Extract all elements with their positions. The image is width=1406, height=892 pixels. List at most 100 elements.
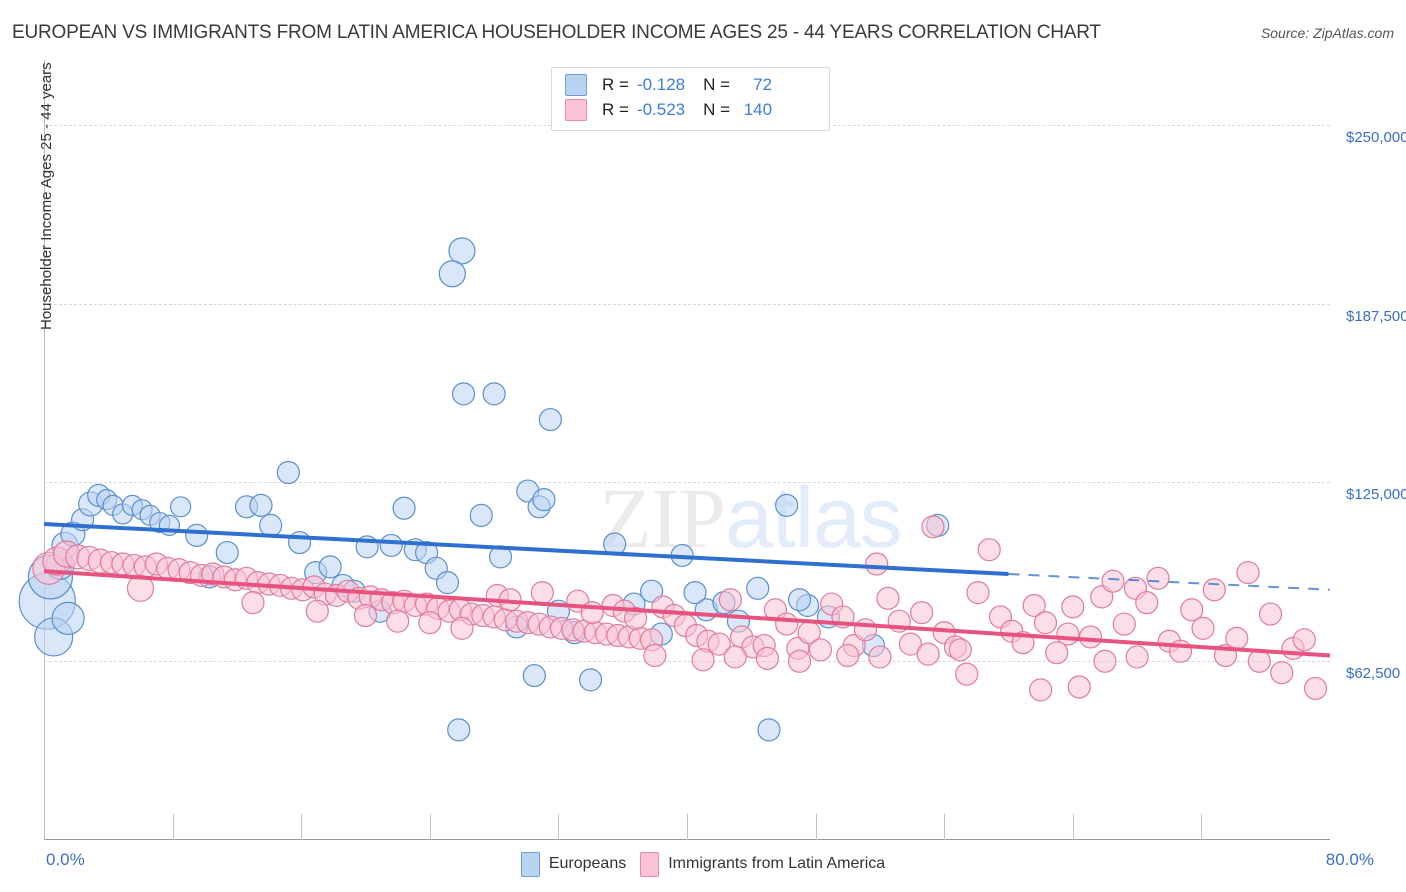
data-point xyxy=(392,496,416,520)
data-point xyxy=(318,555,342,579)
data-point xyxy=(1061,595,1085,619)
data-point xyxy=(853,618,878,642)
data-point xyxy=(775,493,799,517)
data-point xyxy=(787,649,812,673)
gridline xyxy=(44,661,1330,663)
x-axis-tick xyxy=(172,814,174,840)
data-point xyxy=(865,552,889,576)
data-point xyxy=(707,632,731,656)
plot-area: ZIPatlas $62,500 $125,000 $187,500 $250,000… xyxy=(18,60,1406,869)
scatter-canvas xyxy=(18,237,1331,742)
legend-item-immigrants[interactable]: Immigrants from Latin America xyxy=(640,851,886,877)
chart-title: EUROPEAN VS IMMIGRANTS FROM LATIN AMERIC… xyxy=(12,22,1101,43)
data-point xyxy=(723,645,747,669)
gridline xyxy=(44,482,1330,484)
legend-marker-immigrants xyxy=(640,851,660,877)
data-point xyxy=(249,493,273,517)
stats-legend: R = -0.128 N = 72 R = -0.523 N = 140 xyxy=(551,67,830,131)
legend-item-europeans[interactable]: Europeans xyxy=(520,851,627,877)
data-point xyxy=(578,668,603,692)
data-point xyxy=(451,382,476,406)
legend-swatch-immigrants xyxy=(565,99,587,121)
data-point xyxy=(532,488,556,512)
data-point xyxy=(746,576,770,600)
data-point xyxy=(1112,612,1136,636)
data-point xyxy=(1135,591,1159,615)
data-point xyxy=(921,515,945,539)
x-axis-min-label: 0.0% xyxy=(46,850,85,869)
data-point xyxy=(1236,560,1260,585)
x-axis-tick xyxy=(1072,814,1074,840)
data-point xyxy=(1067,675,1091,699)
trendline-immigrants-from-latin-america xyxy=(43,569,1331,658)
data-point xyxy=(623,606,648,630)
y-axis-tick-label: $125,000 xyxy=(1346,486,1406,504)
data-point xyxy=(469,503,493,527)
data-point xyxy=(876,586,900,610)
data-point xyxy=(1090,585,1114,609)
gridline xyxy=(44,303,1330,305)
data-point xyxy=(1056,622,1080,646)
legend-n-label-immigrants: N = xyxy=(703,100,731,119)
x-axis-tick xyxy=(944,814,946,840)
data-point xyxy=(910,601,934,625)
x-axis-tick xyxy=(815,814,817,840)
data-point xyxy=(683,581,707,605)
data-point xyxy=(448,237,476,265)
data-point xyxy=(259,513,283,537)
y-axis-tick-label: $62,500 xyxy=(1346,665,1401,683)
data-point xyxy=(185,523,209,548)
data-point xyxy=(1045,641,1069,665)
legend-marker-europeans xyxy=(520,851,540,877)
legend-n-value-europeans: 72 xyxy=(753,75,773,94)
data-point xyxy=(1101,569,1125,593)
data-point xyxy=(447,718,471,742)
data-point xyxy=(808,638,833,662)
data-point xyxy=(1029,678,1053,702)
data-point xyxy=(435,570,460,595)
legend-r-value-europeans: -0.128 xyxy=(636,75,686,94)
data-point xyxy=(438,260,466,288)
data-point xyxy=(1125,645,1149,669)
legend-r-value-immigrants: -0.523 xyxy=(636,100,686,119)
data-point xyxy=(379,533,403,558)
data-point xyxy=(916,642,940,666)
legend-label-immigrants: Immigrants from Latin America xyxy=(668,855,886,872)
data-point xyxy=(305,599,329,623)
data-point xyxy=(1202,578,1226,602)
legend-r-label-immigrants: R = xyxy=(602,100,629,119)
stats-legend-row-europeans: R = -0.128 N = 72 xyxy=(565,73,772,97)
data-point xyxy=(640,579,664,603)
data-point xyxy=(418,611,442,635)
data-point xyxy=(1258,602,1283,626)
data-point xyxy=(1033,611,1058,635)
series-immigrants-from-latin-america xyxy=(32,515,1328,702)
y-axis-tick-label: $187,500 xyxy=(1346,307,1406,325)
data-point xyxy=(718,588,743,612)
data-point xyxy=(450,616,474,640)
y-axis-tick-label: $250,000 xyxy=(1346,128,1406,146)
stats-legend-row-immigrants: R = -0.523 N = 140 xyxy=(565,98,772,122)
data-point xyxy=(868,645,892,669)
legend-n-label-europeans: N = xyxy=(703,75,731,94)
data-point xyxy=(1292,628,1316,652)
data-point xyxy=(170,496,192,518)
data-point xyxy=(1303,676,1328,701)
data-point xyxy=(755,646,779,670)
series-legend: Europeans Immigrants from Latin America xyxy=(0,846,1406,882)
data-point xyxy=(530,581,554,605)
data-point xyxy=(1078,625,1103,649)
data-point xyxy=(51,601,85,635)
trendline-europeans xyxy=(43,521,1009,577)
data-point xyxy=(215,540,239,565)
x-axis-tick xyxy=(687,814,688,840)
x-axis-tick xyxy=(301,814,303,840)
data-point xyxy=(836,643,860,668)
data-point xyxy=(775,612,799,636)
data-point xyxy=(241,591,265,615)
source-attribution: Source: ZipAtlas.com xyxy=(1260,25,1394,41)
data-point xyxy=(691,648,715,672)
data-point xyxy=(1225,626,1249,650)
legend-label-europeans: Europeans xyxy=(548,855,627,872)
